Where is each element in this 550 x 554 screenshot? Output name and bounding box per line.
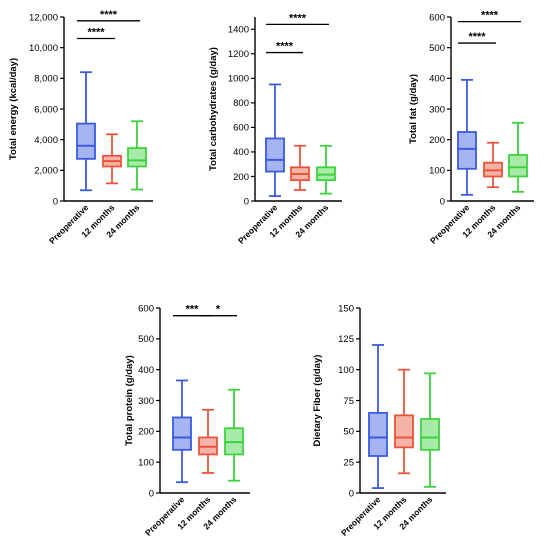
box-preoperative [172, 379, 192, 484]
box-12-months [290, 144, 310, 191]
y-tick-label: 0 [349, 488, 354, 499]
y-tick-label: 1000 [228, 74, 249, 85]
y-axis-title: Total carbohydrates (g/day) [208, 47, 219, 171]
y-tick-label: 400 [138, 365, 154, 376]
significance-label: **** [468, 31, 486, 43]
y-axis-title: Total protein (g/day) [124, 355, 135, 446]
y-tick-label: 400 [429, 74, 445, 85]
y-tick-label: 0 [53, 196, 58, 207]
box-iqr [265, 137, 285, 173]
y-tick-label: 1400 [228, 25, 249, 36]
y-tick-label: 300 [138, 396, 154, 407]
y-tick-label: 600 [138, 303, 154, 314]
panel-total-protein: 0 100 200 300 400 500 600 Total protein (g/day)… [124, 303, 250, 538]
y-tick-label: 100 [429, 166, 445, 177]
y-tick-label: 2,000 [34, 166, 58, 177]
category-preoperative-label: Preoperative [143, 494, 187, 538]
y-tick-label: 50 [343, 427, 354, 438]
box-24-months [508, 121, 528, 193]
box-iqr [172, 416, 192, 451]
box-24-months [224, 388, 244, 482]
y-tick-label: 25 [343, 457, 354, 468]
y-tick-label: 200 [429, 135, 445, 146]
box-24-months [127, 120, 147, 191]
box-12-months [198, 408, 218, 474]
y-tick-label: 0 [244, 196, 249, 207]
box-12-months [394, 368, 414, 475]
box-12-months [102, 133, 122, 185]
y-tick-label: 500 [138, 334, 154, 345]
y-tick-label: 500 [429, 43, 445, 54]
box-24-months [316, 144, 336, 195]
y-tick-label: 400 [233, 147, 249, 158]
panel-total-fat: 0 100 200 300 400 500 600 Total fat (g/day) Preo… [408, 10, 534, 246]
significance-label: **** [100, 9, 118, 21]
y-tick-label: 1200 [228, 49, 249, 60]
y-tick-label: 100 [338, 365, 354, 376]
significance-label: *** [186, 304, 200, 316]
panel-total-carbohydrates: 0 200 400 600 800 1000 1200 1400 Total carbohydr… [208, 12, 342, 246]
significance-label: **** [289, 12, 307, 24]
y-tick-label: 600 [429, 12, 445, 23]
y-tick-label: 0 [440, 196, 445, 207]
y-tick-label: 800 [233, 98, 249, 109]
box-iqr [420, 418, 440, 451]
box-preoperative [76, 71, 96, 192]
category-preoperative-label: Preoperative [339, 494, 383, 538]
box-iqr [508, 154, 528, 178]
y-tick-label: 8,000 [34, 74, 58, 85]
category-preoperative-label: Preoperative [428, 202, 472, 246]
box-iqr [76, 122, 96, 160]
y-tick-label: 4,000 [34, 135, 58, 146]
box-iqr [368, 411, 388, 457]
box-24-months [420, 372, 440, 488]
y-tick-label: 100 [138, 457, 154, 468]
box-preoperative [457, 78, 477, 196]
category-preoperative-label: Preoperative [47, 202, 91, 246]
significance-label: **** [276, 41, 294, 53]
y-tick-label: 0 [149, 488, 154, 499]
y-tick-label: 12,000 [29, 12, 58, 23]
y-tick-label: 200 [138, 427, 154, 438]
y-axis-title: Total fat (g/day) [408, 74, 419, 144]
y-tick-label: 125 [338, 334, 354, 345]
box-preoperative [368, 344, 388, 489]
significance-label: **** [481, 10, 499, 22]
y-tick-label: 600 [233, 123, 249, 134]
significance-label: * [216, 304, 221, 316]
box-iqr [457, 131, 477, 170]
box-iqr [394, 414, 414, 449]
y-tick-label: 150 [338, 303, 354, 314]
y-tick-label: 10,000 [29, 43, 58, 54]
y-tick-label: 6,000 [34, 104, 58, 115]
y-tick-label: 300 [429, 104, 445, 115]
y-tick-label: 75 [343, 396, 354, 407]
y-axis-title: Dietary Fiber (g/day) [312, 355, 323, 447]
box-iqr [127, 147, 147, 168]
panel-total-energy: 0 2,000 4,000 6,000 8,000 10,000 12,000 Total e… [8, 9, 153, 246]
box-preoperative [265, 83, 285, 197]
y-axis-title: Total energy (kcal/day) [8, 58, 19, 160]
significance-label: **** [87, 26, 105, 38]
panel-dietary-fiber: 0 25 50 75 100 125 150 Dietary Fiber (g/day) Pre… [312, 303, 446, 538]
y-tick-label: 200 [233, 172, 249, 183]
box-12-months [483, 141, 503, 189]
